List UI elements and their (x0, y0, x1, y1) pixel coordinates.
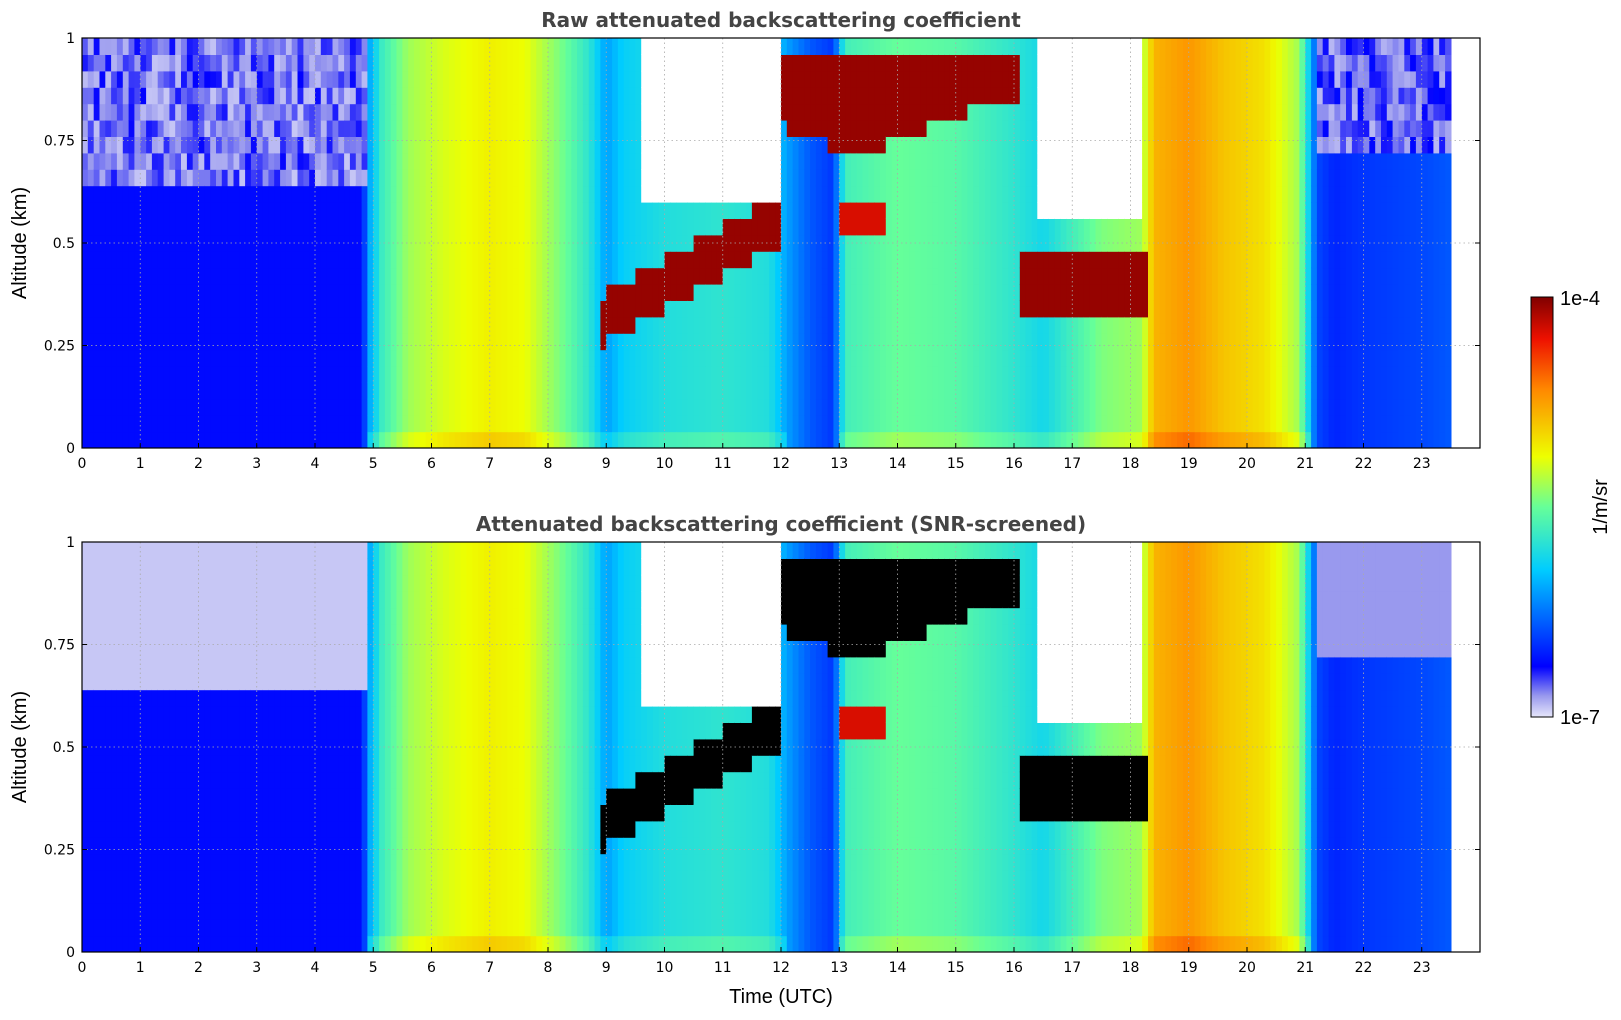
colorbar-unit-label: 1/m/sr (1590, 479, 1612, 535)
x-tick-label: 6 (427, 456, 436, 472)
y-tick-label: 0.5 (53, 740, 75, 756)
x-tick-label: 11 (714, 960, 732, 976)
x-tick-label: 1 (136, 456, 145, 472)
colorbar-max-label: 1e-4 (1560, 288, 1600, 310)
colorbar: 1e-4 1e-7 1/m/sr (1530, 288, 1612, 729)
x-axis-label: Time (UTC) (729, 986, 833, 1008)
y-tick-label: 0.5 (53, 236, 75, 252)
x-tick-label: 22 (1355, 456, 1373, 472)
x-tick-label: 4 (311, 960, 320, 976)
x-tick-label: 7 (485, 456, 494, 472)
x-tick-label: 19 (1180, 456, 1198, 472)
x-tick-label: 7 (485, 960, 494, 976)
x-tick-label: 2 (194, 960, 203, 976)
grid-screened (82, 542, 1480, 952)
x-ticks-raw: 0 1 2 3 4 5 6 7 8 9 10 11 12 13 14 15 16 17 18 19 20 21 22 23 (78, 443, 1431, 472)
x-tick-label: 21 (1296, 456, 1314, 472)
panel-screened: Attenuated backscattering coefficient (S… (9, 512, 1481, 1008)
x-tick-label: 20 (1238, 456, 1256, 472)
x-tick-label: 23 (1413, 456, 1431, 472)
x-tick-label: 17 (1063, 456, 1081, 472)
y-tick-label: 0 (66, 945, 75, 961)
x-tick-label: 8 (544, 960, 553, 976)
x-tick-label: 3 (252, 960, 261, 976)
x-ticks-screened: 0 1 2 3 4 5 6 7 8 9 10 11 12 13 14 15 16 17 18 19 20 21 22 23 (78, 947, 1431, 976)
x-tick-label: 13 (830, 456, 848, 472)
panel-raw: Raw attenuated backscattering coefficien… (9, 8, 1481, 472)
x-tick-label: 8 (544, 456, 553, 472)
x-tick-label: 10 (656, 456, 674, 472)
x-tick-label: 14 (889, 960, 907, 976)
x-tick-label: 23 (1413, 960, 1431, 976)
x-tick-label: 1 (136, 960, 145, 976)
x-tick-label: 5 (369, 456, 378, 472)
x-tick-label: 0 (78, 960, 87, 976)
x-tick-label: 18 (1122, 456, 1140, 472)
x-tick-label: 16 (1005, 960, 1023, 976)
y-tick-label: 0.75 (44, 638, 75, 654)
x-tick-label: 3 (252, 456, 261, 472)
y-tick-label: 0 (66, 441, 75, 457)
chart-title-raw: Raw attenuated backscattering coefficien… (541, 8, 1021, 32)
x-tick-label: 14 (889, 456, 907, 472)
x-tick-label: 4 (311, 456, 320, 472)
x-tick-label: 0 (78, 456, 87, 472)
x-tick-label: 15 (947, 456, 965, 472)
x-tick-label: 12 (772, 960, 790, 976)
y-tick-label: 1 (66, 535, 75, 551)
y-tick-label: 1 (66, 31, 75, 47)
x-tick-label: 19 (1180, 960, 1198, 976)
y-ticks-raw: 0 0.25 0.5 0.75 1 (44, 31, 1480, 457)
x-tick-label: 20 (1238, 960, 1256, 976)
x-tick-label: 5 (369, 960, 378, 976)
x-tick-label: 11 (714, 456, 732, 472)
x-tick-label: 9 (602, 456, 611, 472)
x-tick-label: 9 (602, 960, 611, 976)
y-tick-label: 0.25 (44, 339, 75, 355)
colorbar-min-label: 1e-7 (1560, 707, 1600, 729)
x-tick-label: 12 (772, 456, 790, 472)
x-tick-label: 10 (656, 960, 674, 976)
y-axis-label-raw: Altitude (km) (9, 187, 31, 299)
colorbar-gradient (1530, 296, 1554, 718)
grid-raw (82, 38, 1480, 448)
x-tick-label: 18 (1122, 960, 1140, 976)
y-tick-label: 0.75 (44, 134, 75, 150)
x-tick-label: 6 (427, 960, 436, 976)
chart-title-screened: Attenuated backscattering coefficient (S… (476, 512, 1086, 536)
x-tick-label: 16 (1005, 456, 1023, 472)
y-axis-label-screened: Altitude (km) (9, 691, 31, 803)
x-tick-label: 21 (1296, 960, 1314, 976)
x-tick-label: 15 (947, 960, 965, 976)
x-tick-label: 22 (1355, 960, 1373, 976)
x-tick-label: 13 (830, 960, 848, 976)
x-tick-label: 17 (1063, 960, 1081, 976)
x-tick-label: 2 (194, 456, 203, 472)
y-tick-label: 0.25 (44, 843, 75, 859)
y-ticks-screened: 0 0.25 0.5 0.75 1 (44, 535, 1480, 961)
